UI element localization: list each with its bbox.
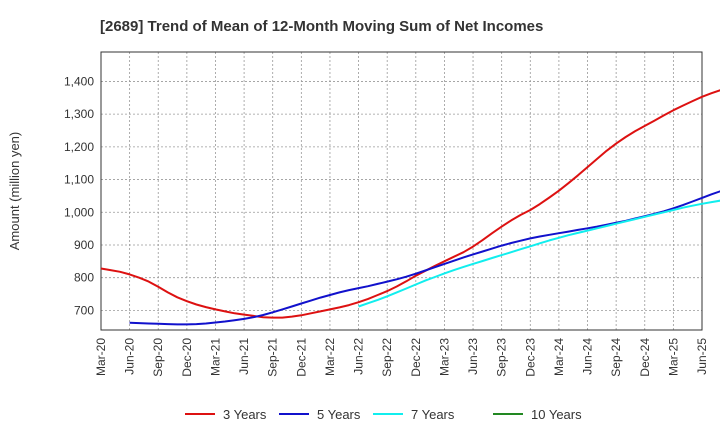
x-tick-label: Mar-23 (437, 338, 451, 376)
y-tick-label: 700 (74, 303, 94, 317)
y-tick-label: 1,300 (64, 107, 94, 121)
series-line-7-years (358, 199, 720, 308)
x-tick-label: Sep-20 (151, 338, 165, 377)
y-axis: 700 800 900 1,000 1,100 1,200 1,300 1,400 (64, 74, 94, 317)
x-tick-label: Sep-21 (266, 338, 280, 377)
x-tick-label: Mar-22 (323, 338, 337, 376)
x-tick-label: Sep-23 (495, 338, 509, 377)
legend: 3 Years 5 Years 7 Years 10 Years (185, 407, 582, 422)
x-tick-label: Sep-22 (380, 338, 394, 377)
series-line-3-years (100, 89, 720, 319)
x-tick-label: Jun-20 (123, 338, 137, 375)
x-tick-label: Jun-23 (466, 338, 480, 375)
y-tick-label: 1,100 (64, 173, 94, 187)
gridlines (100, 52, 703, 330)
y-tick-label: 900 (74, 238, 94, 252)
legend-label: 7 Years (411, 407, 455, 422)
y-tick-label: 1,200 (64, 140, 94, 154)
legend-label: 10 Years (531, 407, 582, 422)
plot-area (100, 51, 703, 331)
series-lines (100, 89, 720, 326)
x-tick-label: Jun-22 (352, 338, 366, 375)
legend-label: 5 Years (317, 407, 361, 422)
series-line-5-years (129, 190, 720, 326)
y-tick-label: 1,400 (64, 74, 94, 88)
x-tick-label: Jun-21 (237, 338, 251, 375)
y-axis-title: Amount (million yen) (7, 132, 22, 251)
x-tick-label: Mar-20 (94, 338, 108, 376)
x-tick-label: Dec-22 (409, 338, 423, 377)
x-tick-label: Mar-21 (208, 338, 222, 376)
x-axis: Mar-20 Jun-20 Sep-20 Dec-20 Mar-21 Jun-21 Sep-… (94, 338, 709, 377)
x-tick-label: Dec-24 (638, 338, 652, 377)
x-tick-label: Jun-25 (695, 338, 709, 375)
y-tick-label: 800 (74, 271, 94, 285)
x-tick-label: Mar-24 (552, 338, 566, 376)
x-tick-label: Dec-21 (294, 338, 308, 377)
legend-label: 3 Years (223, 407, 267, 422)
x-tick-label: Dec-20 (180, 338, 194, 377)
chart-title: [2689] Trend of Mean of 12-Month Moving … (100, 18, 543, 35)
x-tick-label: Jun-24 (581, 338, 595, 375)
x-tick-label: Dec-23 (523, 338, 537, 377)
y-tick-label: 1,000 (64, 205, 94, 219)
x-tick-label: Sep-24 (609, 338, 623, 377)
x-tick-label: Mar-25 (666, 338, 680, 376)
